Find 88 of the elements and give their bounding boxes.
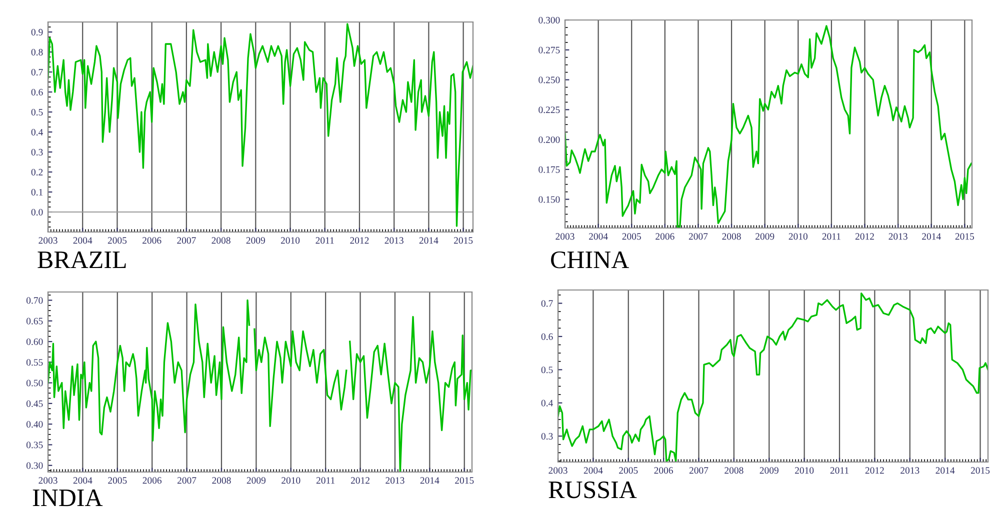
x-tick-label: 2010 <box>795 467 814 474</box>
x-tick-label: 2003 <box>38 237 58 244</box>
x-tick-label: 2006 <box>142 237 162 244</box>
y-tick-label: 0.35 <box>26 442 43 448</box>
x-tick-label: 2009 <box>756 233 774 240</box>
x-tick-label: 2003 <box>548 467 568 474</box>
y-tick-label: 0.225 <box>538 106 560 114</box>
x-tick-label: 2006 <box>654 467 673 474</box>
x-tick-label: 2008 <box>724 467 744 474</box>
x-tick-label: 2014 <box>419 237 438 244</box>
x-tick-label: 2015 <box>970 467 990 474</box>
y-tick-label: 0.55 <box>26 359 43 366</box>
x-tick-label: 2014 <box>936 467 955 474</box>
x-tick-label: 2015 <box>454 237 473 244</box>
x-tick-label: 2013 <box>384 237 404 244</box>
y-tick-label: 0.6 <box>541 333 553 340</box>
y-tick-label: 0.3 <box>541 433 553 440</box>
text: INDIA <box>32 490 103 506</box>
x-tick-label: 2014 <box>922 233 941 240</box>
x-tick-label: 2004 <box>73 477 92 484</box>
y-tick-label: 0.8 <box>31 48 43 56</box>
x-tick-label: 2005 <box>108 237 127 244</box>
x-tick-label: 2015 <box>955 233 974 240</box>
x-tick-label: 2010 <box>280 237 300 244</box>
x-tick-label: 2004 <box>73 237 92 244</box>
text: RUSSIA <box>548 481 637 498</box>
x-tick-label: 2012 <box>350 237 369 244</box>
x-tick-label: 2012 <box>350 477 370 484</box>
x-tick-label: 2014 <box>420 477 440 484</box>
x-tick-label: 2008 <box>212 477 231 484</box>
y-tick-label: 0.3 <box>31 148 43 156</box>
x-tick-label: 2009 <box>246 477 266 484</box>
y-tick-label: 0.275 <box>538 46 560 54</box>
x-tick-label: 2005 <box>622 233 641 240</box>
y-tick-label: 0.4 <box>541 400 553 406</box>
x-tick-label: 2004 <box>584 467 603 474</box>
y-tick-label: 0.250 <box>538 76 560 84</box>
y-tick-label: 0.45 <box>26 400 43 407</box>
y-tick-label: 0.0 <box>31 208 43 216</box>
x-tick-label: 2008 <box>722 233 741 240</box>
x-tick-label: 2011 <box>830 467 848 474</box>
y-tick-label: 0.5 <box>31 108 43 116</box>
x-tick-label: 2011 <box>822 233 840 240</box>
x-tick-label: 2003 <box>38 477 58 484</box>
y-tick-label: 0.30 <box>26 462 43 469</box>
y-tick-label: 0.65 <box>26 318 43 324</box>
x-tick-label: 2004 <box>589 233 608 240</box>
y-tick-label: 0.50 <box>26 380 43 386</box>
y-tick-label: 0.40 <box>26 421 43 428</box>
x-tick-label: 2013 <box>888 233 908 240</box>
y-tick-label: 0.7 <box>31 68 43 76</box>
x-tick-label: 2009 <box>760 467 778 474</box>
x-tick-label: 2005 <box>108 477 127 484</box>
x-tick-label: 2010 <box>282 477 300 484</box>
y-tick-label: 0.70 <box>26 297 43 304</box>
x-tick-label: 2013 <box>900 467 920 474</box>
y-tick-label: 0.1 <box>31 188 43 196</box>
y-tick-label: 0.7 <box>541 300 553 307</box>
x-tick-label: 2011 <box>316 237 334 244</box>
text: CHINA <box>551 251 629 268</box>
y-tick-label: 0.9 <box>31 28 43 36</box>
x-tick-label: 2006 <box>656 233 674 240</box>
x-tick-label: 2015 <box>455 477 474 484</box>
y-tick-label: 0.4 <box>31 128 43 136</box>
x-tick-label: 2012 <box>855 233 874 240</box>
x-tick-label: 2011 <box>316 477 335 484</box>
y-tick-label: 0.200 <box>538 136 560 144</box>
x-tick-label: 2007 <box>688 233 708 240</box>
x-tick-label: 2012 <box>865 467 884 474</box>
x-tick-label: 2005 <box>619 467 638 474</box>
line-series <box>558 292 988 462</box>
y-tick-label: 0.300 <box>538 16 560 24</box>
x-tick-label: 2003 <box>556 233 574 240</box>
y-tick-label: 0.150 <box>538 196 560 203</box>
y-tick-label: 0.60 <box>26 338 43 346</box>
y-tick-label: 0.175 <box>538 166 560 173</box>
x-tick-label: 2007 <box>177 237 196 244</box>
x-tick-label: 2013 <box>386 477 404 484</box>
x-tick-label: 2010 <box>788 233 808 240</box>
x-tick-label: 2009 <box>246 237 265 244</box>
y-tick-label: 0.6 <box>31 88 43 96</box>
text: BRAZIL <box>38 252 126 268</box>
x-tick-label: 2006 <box>142 477 162 484</box>
x-tick-label: 2008 <box>212 237 230 244</box>
x-tick-label: 2007 <box>689 467 708 474</box>
x-tick-label: 2007 <box>177 477 196 484</box>
y-tick-label: 0.2 <box>31 168 43 176</box>
y-tick-label: 0.5 <box>541 366 553 374</box>
